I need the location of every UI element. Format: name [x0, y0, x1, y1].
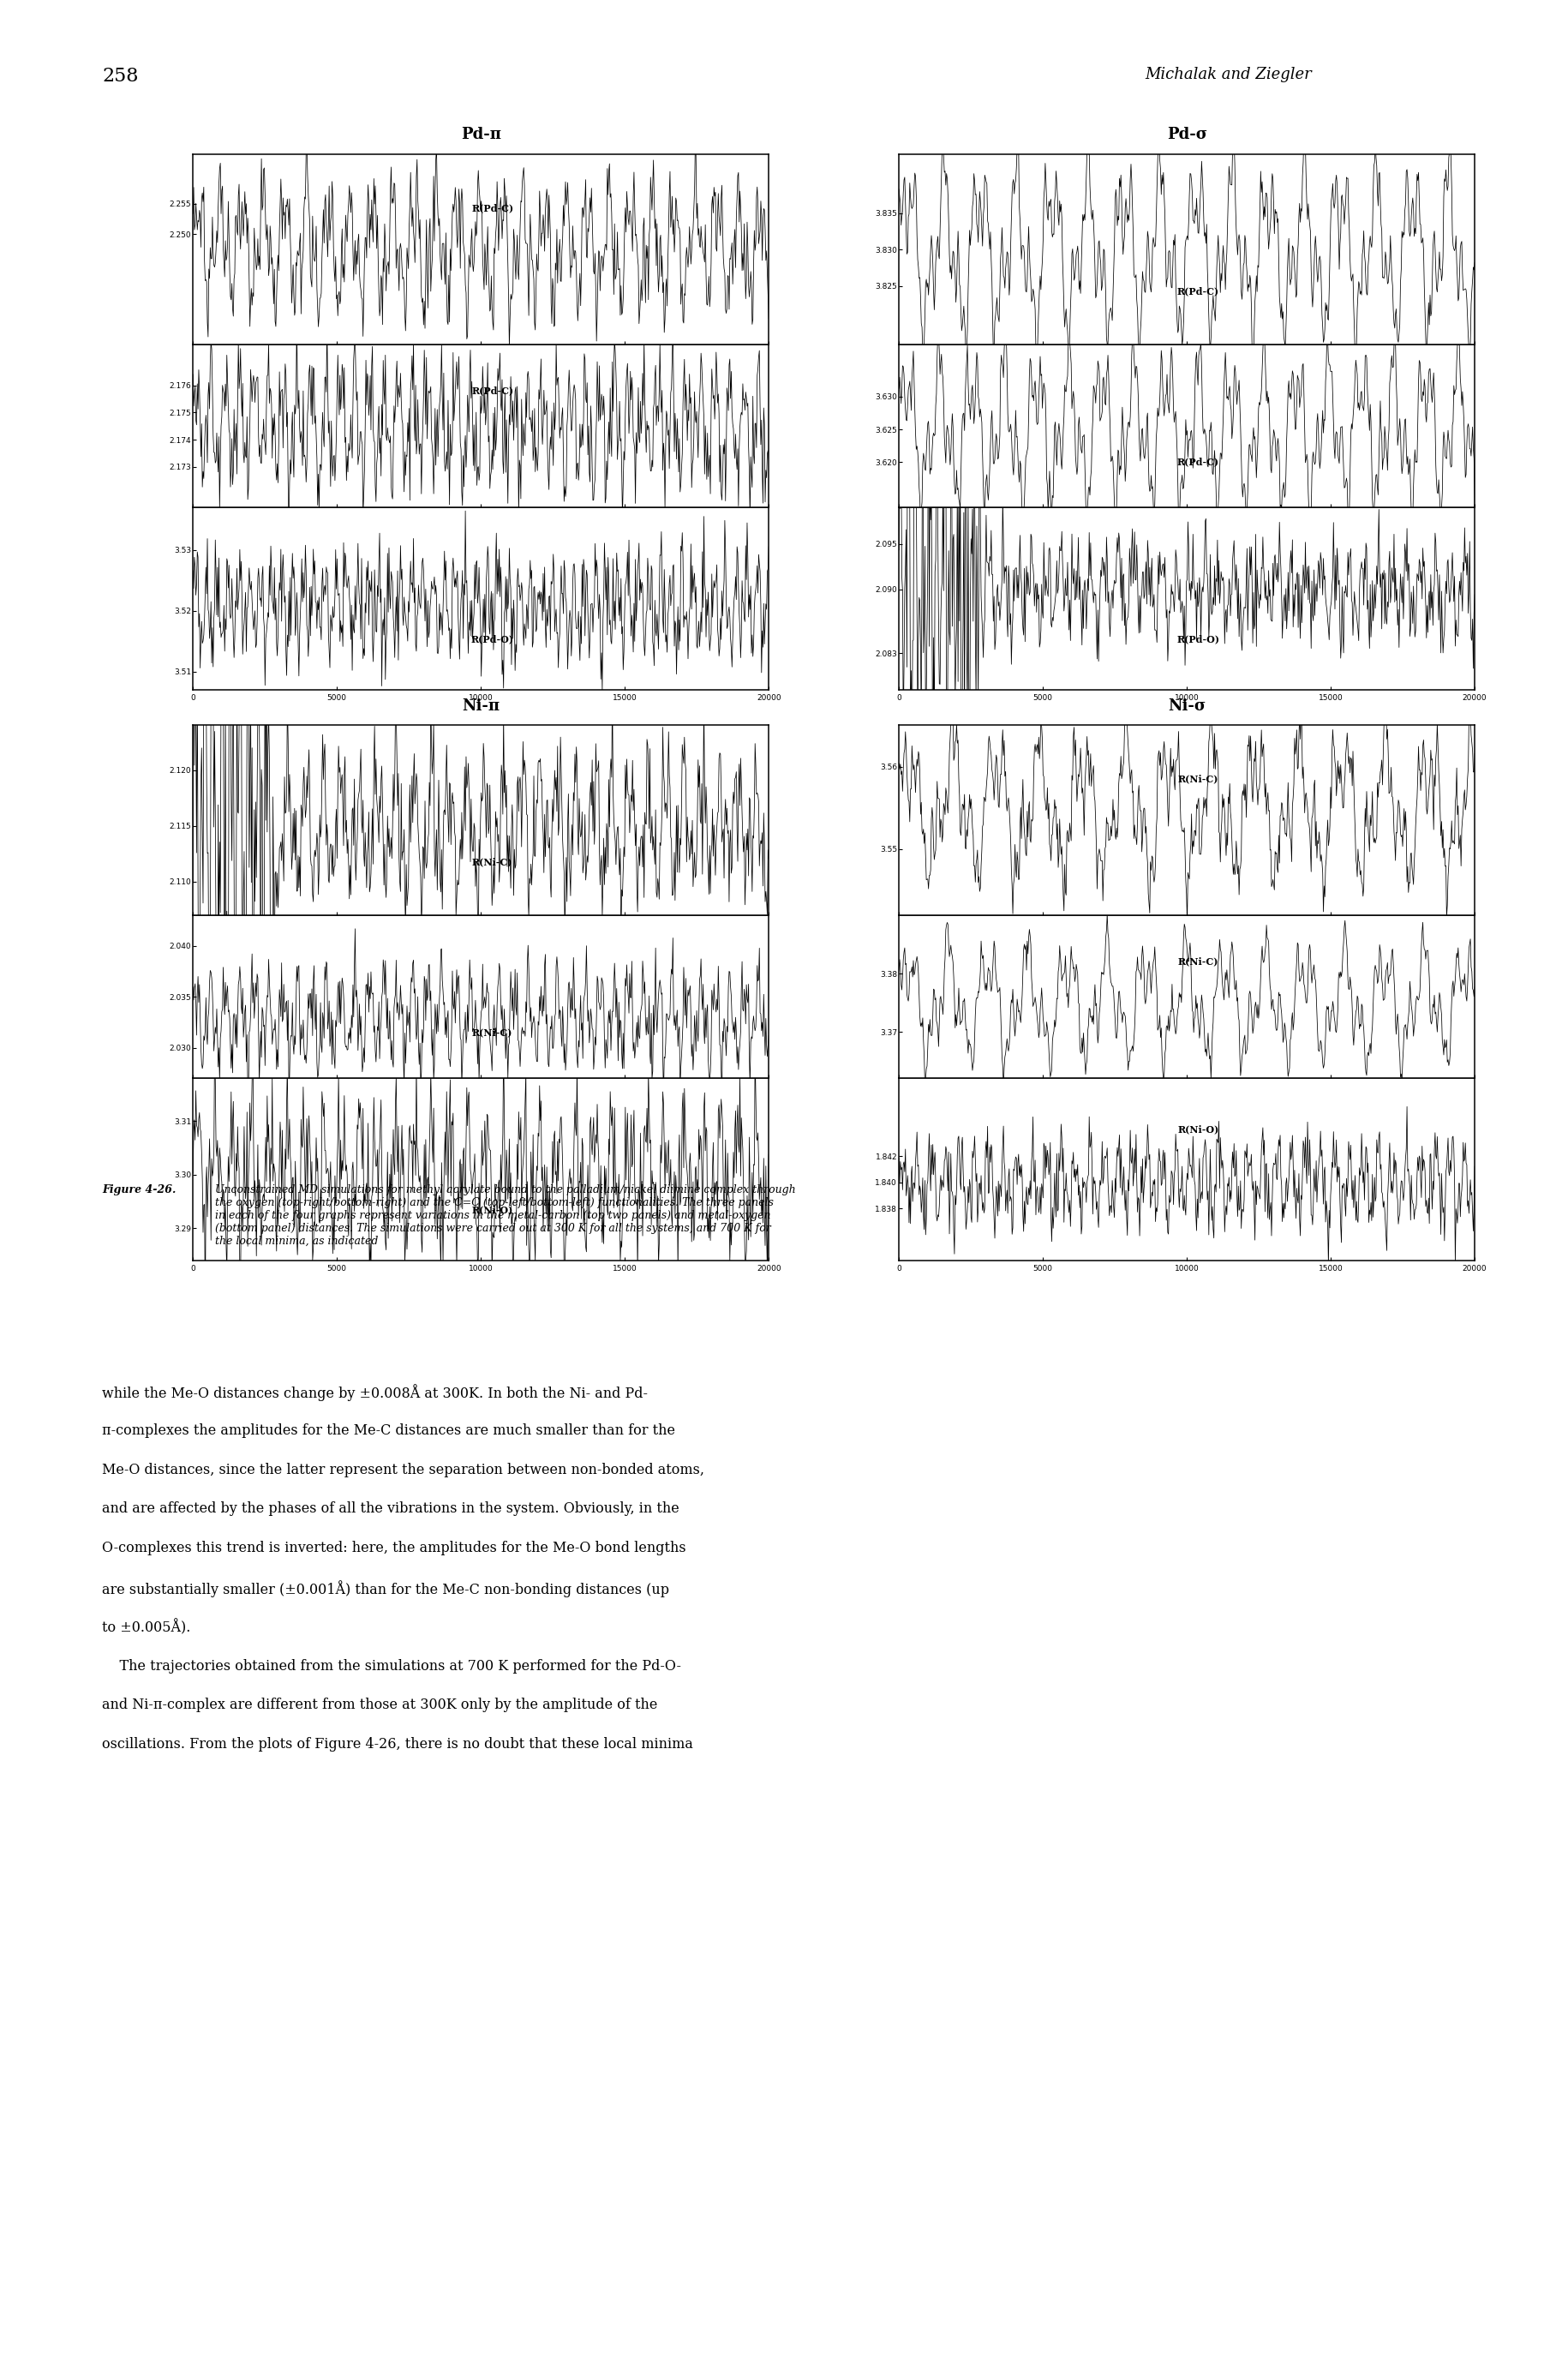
Text: R(Pd-O): R(Pd-O): [1176, 635, 1218, 644]
Text: The trajectories obtained from the simulations at 700 K performed for the Pd-O-: The trajectories obtained from the simul…: [102, 1660, 681, 1674]
Text: π-complexes the amplitudes for the Me-C distances are much smaller than for the: π-complexes the amplitudes for the Me-C …: [102, 1422, 674, 1439]
Text: 258: 258: [102, 67, 138, 86]
Text: R(Pd-C): R(Pd-C): [470, 202, 513, 212]
Text: oscillations. From the plots of Figure 4-26, there is no doubt that these local : oscillations. From the plots of Figure 4…: [102, 1736, 693, 1753]
Text: R(Pd-C): R(Pd-C): [1176, 288, 1218, 295]
Text: Pd-σ: Pd-σ: [1167, 128, 1206, 143]
Text: R(Pd-O): R(Pd-O): [470, 635, 513, 644]
Text: while the Me-O distances change by ±0.008Å at 300K. In both the Ni- and Pd-: while the Me-O distances change by ±0.00…: [102, 1384, 648, 1401]
Text: R(Pd-C): R(Pd-C): [1176, 457, 1218, 466]
Text: Unconstrained MD simulations for methyl acrylate bound to the palladium/nickel d: Unconstrained MD simulations for methyl …: [215, 1184, 795, 1246]
Text: R(Ni-O): R(Ni-O): [472, 1206, 513, 1215]
Text: R(Ni-C): R(Ni-C): [472, 858, 513, 866]
Text: R(Pd-C): R(Pd-C): [470, 385, 513, 395]
Text: R(Ni-C): R(Ni-C): [472, 1027, 513, 1037]
Text: and Ni-π-complex are different from those at 300K only by the amplitude of the: and Ni-π-complex are different from thos…: [102, 1698, 657, 1712]
Text: Ni-σ: Ni-σ: [1167, 699, 1206, 713]
Text: R(Ni-C): R(Ni-C): [1178, 956, 1218, 965]
Text: O-complexes this trend is inverted: here, the amplitudes for the Me-O bond lengt: O-complexes this trend is inverted: here…: [102, 1541, 685, 1555]
Text: are substantially smaller (±0.001Å) than for the Me-C non-bonding distances (up: are substantially smaller (±0.001Å) than…: [102, 1581, 670, 1598]
Text: R(Ni-O): R(Ni-O): [1178, 1125, 1218, 1134]
Text: Pd-π: Pd-π: [461, 128, 500, 143]
Text: Figure 4-26.: Figure 4-26.: [102, 1184, 176, 1196]
Text: to ±0.005Å).: to ±0.005Å).: [102, 1619, 190, 1636]
Text: R(Ni-C): R(Ni-C): [1178, 773, 1218, 782]
Text: Me-O distances, since the latter represent the separation between non-bonded ato: Me-O distances, since the latter represe…: [102, 1462, 704, 1477]
Text: Ni-π: Ni-π: [461, 699, 500, 713]
Text: and are affected by the phases of all the vibrations in the system. Obviously, i: and are affected by the phases of all th…: [102, 1503, 679, 1517]
Text: Michalak and Ziegler: Michalak and Ziegler: [1145, 67, 1311, 81]
